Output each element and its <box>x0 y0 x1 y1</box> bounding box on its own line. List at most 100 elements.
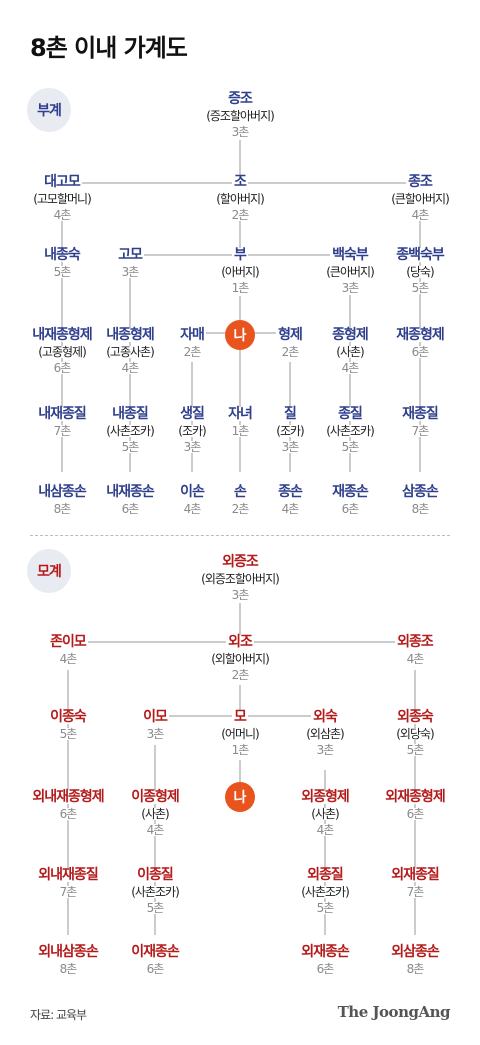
node-degree: 6촌 <box>145 962 165 976</box>
node-degree: 4촌 <box>315 823 335 837</box>
node-degree: 5촌 <box>340 440 360 454</box>
node-degree: 3촌 <box>230 125 250 139</box>
node-degree: 4촌 <box>120 361 140 375</box>
node-name: 형제 <box>276 327 304 343</box>
node-naejaejongjil: 내재종질 7촌 <box>12 407 112 437</box>
node-degree: 3촌 <box>182 440 202 454</box>
node-name: 외삼종손 <box>389 944 441 960</box>
node-naejongjil: 내종질 (사촌조카) 5촌 <box>80 407 180 453</box>
node-degree: 3촌 <box>315 743 335 757</box>
node-name: 삼종손 <box>400 484 440 500</box>
node-degree: 4촌 <box>145 823 165 837</box>
node-ijongjil: 이종질 (사촌조카) 5촌 <box>105 868 205 914</box>
paternal-badge: 부계 <box>27 88 71 132</box>
node-name: 외재종질 <box>389 867 441 883</box>
node-sub: (사촌조카) <box>105 424 155 438</box>
node-name: 외내재종질 <box>36 867 100 883</box>
node-degree: 4촌 <box>340 361 360 375</box>
page-title: 8촌 이내 가계도 <box>30 34 188 62</box>
node-degree: 6촌 <box>405 807 425 821</box>
node-degree: 8촌 <box>410 502 430 516</box>
node-name: 이모 <box>141 709 169 725</box>
node-jaejonghyeongje: 재종형제 6촌 <box>370 328 470 358</box>
node-oejaejongson: 외재종손 6촌 <box>275 945 375 975</box>
node-sub: (큰아버지) <box>325 265 375 279</box>
node-sub: (사촌조카) <box>325 424 375 438</box>
node-degree: 8촌 <box>58 962 78 976</box>
node-name: 이종숙 <box>48 709 88 725</box>
node-degree: 4촌 <box>52 208 72 222</box>
node-degree: 4촌 <box>182 502 202 516</box>
node-name: 내종숙 <box>42 247 82 263</box>
node-name: 조 <box>232 174 248 190</box>
node-degree: 6촌 <box>340 502 360 516</box>
node-jamae: 자매 2촌 <box>142 328 242 358</box>
node-degree: 2촌 <box>280 345 300 359</box>
publisher-logo: The JoongAng <box>337 1003 451 1021</box>
node-name: 외조 <box>226 634 254 650</box>
node-degree: 7촌 <box>58 885 78 899</box>
node-degree: 7촌 <box>52 424 72 438</box>
node-naejaejonghyeongje: 내재종형제 (고종형제) 6촌 <box>12 328 112 374</box>
node-degree: 5촌 <box>52 265 72 279</box>
node-sub: (할아버지) <box>215 192 265 206</box>
source-note: 자료: 교육부 <box>30 1008 87 1022</box>
node-janyeo: 자녀 1촌 <box>190 407 290 437</box>
node-degree: 8촌 <box>405 962 425 976</box>
node-oesamjongson: 외삼종손 8촌 <box>365 945 465 975</box>
node-degree: 6촌 <box>120 502 140 516</box>
node-sub: (외증조할아버지) <box>200 572 280 586</box>
node-jeungjo: 증조 (증조할아버지) 3촌 <box>190 92 290 138</box>
node-name: 외내삼종손 <box>36 944 100 960</box>
node-sub: (조카) <box>275 424 305 438</box>
node-jongjo: 종조 (큰할아버지) 4촌 <box>370 175 470 221</box>
node-degree: 5촌 <box>145 901 165 915</box>
node-imo: 이모 3촌 <box>105 710 205 740</box>
node-name: 부 <box>232 247 248 263</box>
node-name: 손 <box>232 484 248 500</box>
node-name: 자매 <box>178 327 206 343</box>
node-sub: (사촌조카) <box>300 885 350 899</box>
me-marker-paternal: 나 <box>225 320 255 350</box>
node-degree: 4촌 <box>410 208 430 222</box>
node-sub: (아버지) <box>220 265 260 279</box>
node-degree: 2촌 <box>182 345 202 359</box>
node-sub: (증조할아버지) <box>205 109 275 123</box>
node-oenaejaejongjil: 외내재종질 7촌 <box>18 868 118 898</box>
node-name: 외종숙 <box>395 709 435 725</box>
node-saengjil: 생질 (조카) 3촌 <box>142 407 242 453</box>
node-degree: 8촌 <box>52 502 72 516</box>
node-degree: 6촌 <box>410 345 430 359</box>
node-name: 재종질 <box>400 406 440 422</box>
node-hyeongje: 형제 2촌 <box>240 328 340 358</box>
node-oesuk: 외숙 (외삼촌) 3촌 <box>275 710 375 756</box>
node-bu: 부 (아버지) 1촌 <box>190 248 290 294</box>
node-degree: 2촌 <box>230 668 250 682</box>
node-oenaesamjongson: 외내삼종손 8촌 <box>18 945 118 975</box>
node-sub: (고종형제) <box>37 345 87 359</box>
node-name: 외종형제 <box>299 789 351 805</box>
node-name: 모 <box>232 709 248 725</box>
node-degree: 1촌 <box>230 743 250 757</box>
node-name: 외종질 <box>305 867 345 883</box>
node-oejeungjo: 외증조 (외증조할아버지) 3촌 <box>175 555 305 601</box>
node-degree: 3촌 <box>340 281 360 295</box>
node-oejongjil: 외종질 (사촌조카) 5촌 <box>275 868 375 914</box>
node-degree: 3촌 <box>280 440 300 454</box>
node-sub: (사촌조카) <box>130 885 180 899</box>
node-name: 재종손 <box>330 484 370 500</box>
node-jil: 질 (조카) 3촌 <box>240 407 340 453</box>
node-oejo: 외조 (외할아버지) 2촌 <box>190 635 290 681</box>
node-name: 내재종형제 <box>30 327 94 343</box>
node-name: 질 <box>282 406 298 422</box>
node-name: 이재종손 <box>129 944 181 960</box>
node-naejonghyeongje: 내종형제 (고종사촌) 4촌 <box>80 328 180 374</box>
node-degree: 4촌 <box>405 652 425 666</box>
node-degree: 5촌 <box>405 743 425 757</box>
section-divider <box>30 535 450 536</box>
node-degree: 5촌 <box>120 440 140 454</box>
node-sub: (외당숙) <box>395 727 435 741</box>
node-name: 외내재종형제 <box>30 789 106 805</box>
node-degree: 6촌 <box>52 361 72 375</box>
node-name: 이손 <box>178 484 206 500</box>
